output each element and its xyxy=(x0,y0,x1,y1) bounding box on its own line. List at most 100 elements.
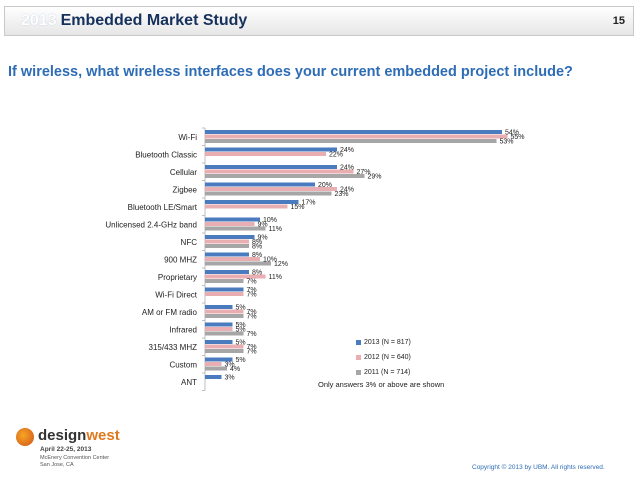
bar xyxy=(205,226,266,231)
legend-swatch xyxy=(356,369,361,375)
category-label: Wi-Fi Direct xyxy=(155,290,198,299)
data-label: 27% xyxy=(357,169,371,176)
logo-dates: April 22-25, 2013 xyxy=(40,446,92,453)
data-label: 12% xyxy=(274,261,288,268)
data-label: 5% xyxy=(236,326,246,333)
data-label: 4% xyxy=(230,366,240,373)
category-label: Bluetooth LE/Smart xyxy=(128,203,198,212)
logo-text-part2: west xyxy=(86,427,120,444)
bar xyxy=(205,322,233,327)
bar xyxy=(205,134,508,139)
data-label: 7% xyxy=(247,291,257,298)
bar xyxy=(205,165,337,169)
legend-swatch xyxy=(356,354,361,360)
question-title: If wireless, what wireless interfaces do… xyxy=(8,64,573,80)
data-label: 8% xyxy=(252,269,262,276)
legend-label: 2011 (N = 714) xyxy=(364,369,411,376)
data-label: 23% xyxy=(335,191,349,198)
header-year: 2013 xyxy=(21,12,57,29)
bar xyxy=(205,130,502,134)
bar xyxy=(205,257,260,261)
header-title-text: Embedded Market Study xyxy=(60,12,248,29)
bar xyxy=(205,239,249,244)
legend-item: 2012 (N = 640) xyxy=(356,354,411,363)
bar xyxy=(205,174,365,178)
bar xyxy=(205,305,233,309)
category-label: Cellular xyxy=(170,168,197,177)
bar xyxy=(205,362,222,366)
category-label: Wi-Fi xyxy=(178,133,197,142)
data-label: 7% xyxy=(247,348,257,355)
category-label: Bluetooth Classic xyxy=(135,150,197,159)
copyright-notice: Copyright © 2013 by UBM. All rights rese… xyxy=(472,464,605,471)
data-label: 9% xyxy=(258,234,268,241)
category-label: 315/433 MHZ xyxy=(149,343,198,352)
legend-label: 2012 (N = 640) xyxy=(364,354,411,361)
data-label: 24% xyxy=(340,186,354,193)
header-title: 2013 Embedded Market Study xyxy=(21,12,247,30)
category-label: Custom xyxy=(169,360,197,369)
page-number: 15 xyxy=(612,15,625,27)
bar xyxy=(205,287,244,292)
category-label: AM or FM radio xyxy=(142,308,198,317)
bar xyxy=(205,331,244,336)
category-label: NFC xyxy=(181,238,198,247)
chart-note: Only answers 3% or above are shown xyxy=(318,380,445,389)
data-label: 7% xyxy=(247,278,257,285)
bar xyxy=(205,187,337,191)
bar xyxy=(205,169,354,174)
data-label: 17% xyxy=(302,199,316,206)
bar xyxy=(205,327,233,331)
data-label: 7% xyxy=(247,287,257,294)
bar xyxy=(205,222,255,226)
data-label: 5% xyxy=(236,322,246,329)
data-label: 5% xyxy=(236,304,246,311)
bar xyxy=(205,217,260,222)
legend-item: 2013 (N = 817) xyxy=(356,339,411,348)
bar xyxy=(205,366,227,371)
bar xyxy=(205,344,244,349)
data-label: 24% xyxy=(340,147,354,154)
data-label: 54% xyxy=(505,129,519,136)
bar xyxy=(205,357,233,362)
data-label: 7% xyxy=(247,313,257,320)
data-label: 7% xyxy=(247,344,257,351)
bar xyxy=(205,375,222,379)
bar xyxy=(205,349,244,353)
bar xyxy=(205,261,271,266)
logo-venue: McEnery Convention Center xyxy=(40,455,110,461)
data-label: 5% xyxy=(236,357,246,364)
bar xyxy=(205,244,249,248)
legend-item: 2011 (N = 714) xyxy=(356,369,410,378)
data-label: 55% xyxy=(511,134,525,141)
data-label: 53% xyxy=(500,138,514,145)
bar xyxy=(205,270,249,274)
data-label: 8% xyxy=(252,243,262,250)
header-bar: 2013 Embedded Market Study 15 xyxy=(4,6,634,36)
designwest-logo: designwest April 22-25, 2013 McEnery Con… xyxy=(12,424,128,470)
category-label: Unlicensed 2.4-GHz band xyxy=(105,220,197,229)
data-label: 11% xyxy=(269,226,283,233)
bar xyxy=(205,182,315,187)
category-label: Zigbee xyxy=(173,185,198,194)
data-label: 10% xyxy=(263,217,277,224)
logo-text: designwest xyxy=(38,427,120,444)
bar xyxy=(205,314,244,318)
logo-city: San Jose, CA xyxy=(40,462,74,468)
data-label: 3% xyxy=(225,361,235,368)
bar xyxy=(205,279,244,283)
data-label: 22% xyxy=(329,151,343,158)
data-label: 15% xyxy=(291,204,305,211)
category-label: ANT xyxy=(181,378,197,387)
bar xyxy=(205,340,233,344)
logo-text-part1: design xyxy=(38,427,87,444)
bar xyxy=(205,292,244,296)
data-label: 7% xyxy=(247,309,257,316)
bar xyxy=(205,152,326,156)
legend-label: 2013 (N = 817) xyxy=(364,339,411,346)
bar xyxy=(205,309,244,314)
category-label: 900 MHZ xyxy=(164,255,197,264)
data-label: 7% xyxy=(247,331,257,338)
bar xyxy=(205,200,299,204)
bar xyxy=(205,191,332,196)
